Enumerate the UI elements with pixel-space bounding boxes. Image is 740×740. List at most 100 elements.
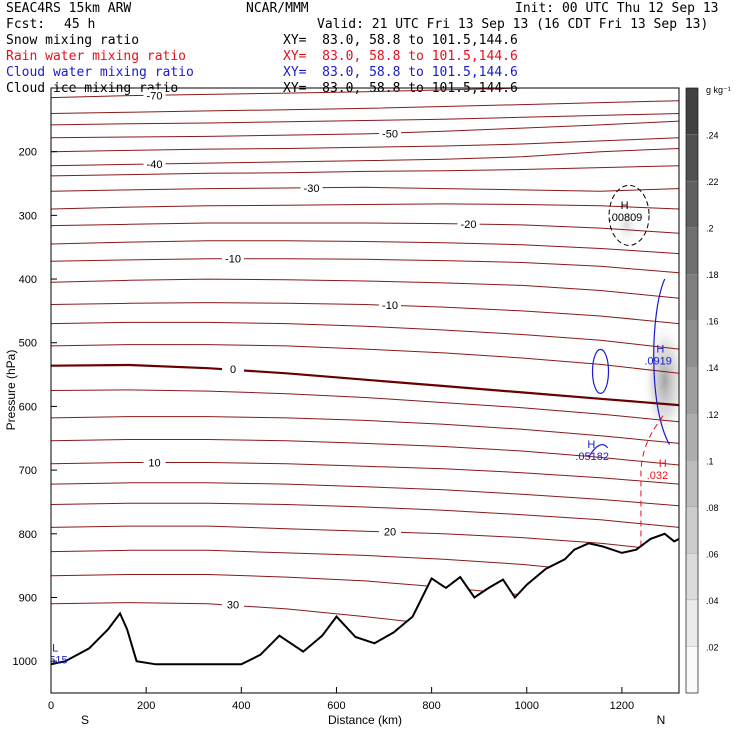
y-tick-label: 800 [19, 529, 37, 541]
colorbar-tick-label: .22 [706, 177, 719, 187]
extremum-value: .2515 [40, 655, 68, 667]
colorbar-segment [685, 180, 699, 228]
isotherm-line [51, 222, 679, 234]
extremum-marker: H [621, 200, 629, 212]
isotherm-line [51, 439, 679, 466]
y-tick-label: 700 [19, 465, 37, 477]
isotherm-line [51, 240, 679, 255]
model-title: SEAC4RS 15km ARW [6, 1, 132, 16]
colorbar-tick-label: .16 [706, 317, 719, 327]
extremum-value: .00809 [609, 212, 643, 224]
terrain-line [51, 532, 679, 666]
isotherm-line [51, 502, 679, 528]
colorbar-segment [685, 553, 699, 601]
field-rain-xy: XY= 83.0, 58.8 to 101.5,144.6 [283, 49, 518, 64]
field-cloudwater-xy: XY= 83.0, 58.8 to 101.5,144.6 [283, 65, 518, 80]
cloud-water-contour [591, 348, 610, 394]
isotherm-line [51, 363, 679, 407]
cloud-water-contour [653, 278, 671, 445]
valid-time: Valid: 21 UTC Fri 13 Sep 13 (16 CDT Fri … [317, 17, 709, 32]
colorbar-tick-label: .14 [706, 363, 719, 373]
colorbar-segment [685, 413, 699, 461]
isotherm-line [51, 203, 679, 210]
extremum-marker: H [659, 458, 667, 470]
isotherm-label-bg [222, 362, 244, 375]
isotherm-label-bg [222, 598, 244, 611]
isotherm-label: -70 [147, 90, 163, 102]
x-tick-label: 1000 [515, 700, 539, 712]
isotherm-line [51, 416, 679, 444]
terrain-fill [51, 533, 679, 693]
y-tick-label: 900 [19, 592, 37, 604]
isotherm-label: 30 [227, 600, 239, 612]
init-time: Init: 00 UTC Thu 12 Sep 13 [515, 1, 719, 16]
isotherm-label-bg [143, 89, 166, 102]
x-end-label-south: S [81, 713, 89, 727]
y-tick-label: 200 [19, 147, 37, 159]
isotherm-label: -10 [382, 300, 398, 312]
y-tick-label: 500 [19, 338, 37, 350]
plot-frame [50, 87, 680, 694]
isotherm-line [51, 278, 679, 299]
isotherm-line [51, 302, 679, 325]
colorbar-segment [685, 460, 699, 507]
colorbar-segment [685, 134, 699, 182]
y-tick-label: 300 [19, 210, 37, 222]
forecast-label: Fcst: [6, 17, 46, 32]
colorbar-unit: g kg⁻¹ [706, 85, 731, 95]
colorbar-tick-label: .12 [706, 410, 719, 420]
extremum-marker: H [656, 343, 664, 355]
forecast-value: 45 h [64, 17, 96, 32]
field-rain-name: Rain water mixing ratio [6, 49, 187, 64]
colorbar-tick-label: .1 [706, 456, 714, 466]
colorbar-tick-label: .02 [706, 642, 719, 652]
colorbar-segment [685, 227, 699, 275]
y-axis-label: Pressure (hPa) [4, 350, 18, 431]
extremum-marker: L [52, 643, 58, 655]
isotherm-line [51, 113, 679, 126]
isotherm-label-bg [379, 525, 401, 538]
isotherm-label: -30 [304, 183, 320, 195]
colorbar-segment [685, 367, 699, 414]
colorbar-tick-label: .08 [706, 503, 719, 513]
mixing-ratio-shade [612, 202, 641, 247]
y-tick-label: 400 [19, 274, 37, 286]
isotherm-label: -40 [147, 159, 163, 171]
snow-contour [608, 184, 650, 246]
colorbar-segment [685, 87, 699, 135]
extremum-value: .05182 [575, 451, 609, 463]
colorbar-segment [685, 506, 699, 554]
rain-water-contour [640, 412, 666, 547]
x-tick-label: 400 [232, 700, 250, 712]
colorbar-frame [685, 87, 699, 694]
y-tick-label: 1000 [13, 656, 37, 668]
field-snow-xy: XY= 83.0, 58.8 to 101.5,144.6 [283, 33, 518, 48]
colorbar-tick-label: .2 [706, 224, 714, 234]
isotherm-line [51, 482, 679, 507]
x-tick-label: 200 [137, 700, 155, 712]
isotherm-line [51, 525, 679, 553]
isotherm-label: 10 [148, 457, 160, 469]
x-tick-label: 1200 [610, 700, 634, 712]
x-tick-label: 600 [327, 700, 345, 712]
field-cloudwater-name: Cloud water mixing ratio [6, 65, 194, 80]
isotherm-label-bg [379, 127, 401, 140]
x-tick-label: 0 [48, 700, 54, 712]
colorbar-segment [685, 274, 699, 321]
x-end-label-north: N [657, 713, 666, 727]
colorbar-tick-label: .06 [706, 549, 719, 559]
cloud-water-contour [588, 444, 609, 458]
isotherm-label: -10 [225, 254, 241, 266]
isotherm-line [51, 321, 679, 350]
isotherm-label: -20 [461, 219, 477, 231]
isotherm-label-bg [457, 217, 480, 230]
isotherm-label: -50 [382, 128, 398, 140]
isotherm-line [51, 258, 679, 274]
isotherm-line [51, 120, 679, 139]
isotherm-label-bg [379, 298, 401, 311]
extremum-marker: H [587, 439, 595, 451]
y-tick-label: 600 [19, 401, 37, 413]
field-snow-name: Snow mixing ratio [6, 33, 140, 48]
isotherm-line [51, 137, 679, 153]
